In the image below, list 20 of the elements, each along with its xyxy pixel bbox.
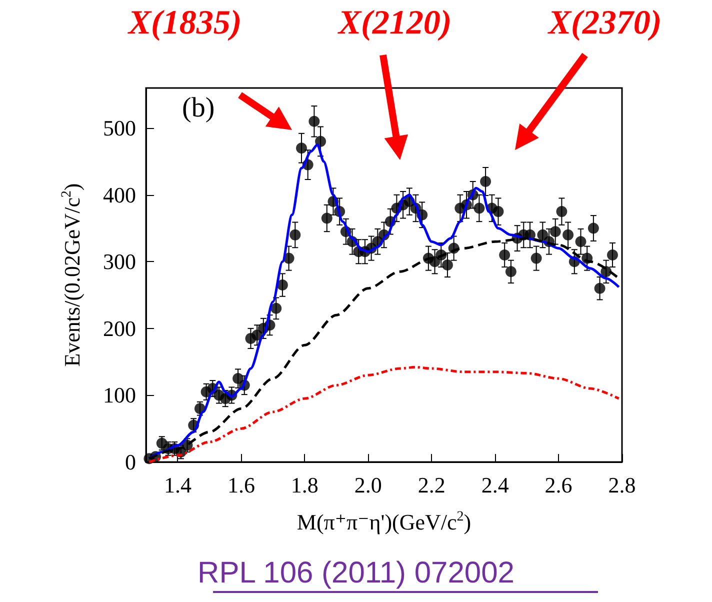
y-tick-label: 400 — [103, 182, 136, 208]
x-tick-label: 2.0 — [354, 472, 382, 498]
x-tick-label: 1.6 — [227, 472, 255, 498]
text: X(2370) — [547, 4, 662, 42]
y-axis-title: Events/(0.02GeV/c2) — [60, 183, 84, 367]
y-tick-label: 300 — [103, 249, 136, 274]
text: X(1835) — [127, 4, 242, 42]
text: X(2120) — [337, 4, 452, 42]
x-tick-label: 2.8 — [608, 472, 636, 498]
y-tick-label: 0 — [125, 450, 136, 474]
x-tick-label: 2.6 — [544, 472, 572, 498]
annotation: (b) — [182, 92, 215, 124]
x-tick-label: 1.8 — [290, 472, 318, 498]
y-tick-label: 200 — [103, 316, 136, 341]
x-tick-label: 1.4 — [164, 472, 192, 498]
y-tick-label: 500 — [103, 116, 136, 141]
x-tick-label: 2.2 — [418, 472, 446, 498]
y-tick-label: 100 — [103, 382, 136, 408]
x-tick-label: 2.4 — [481, 472, 509, 498]
text: RPL 106 (2011) 072002 — [198, 556, 514, 590]
